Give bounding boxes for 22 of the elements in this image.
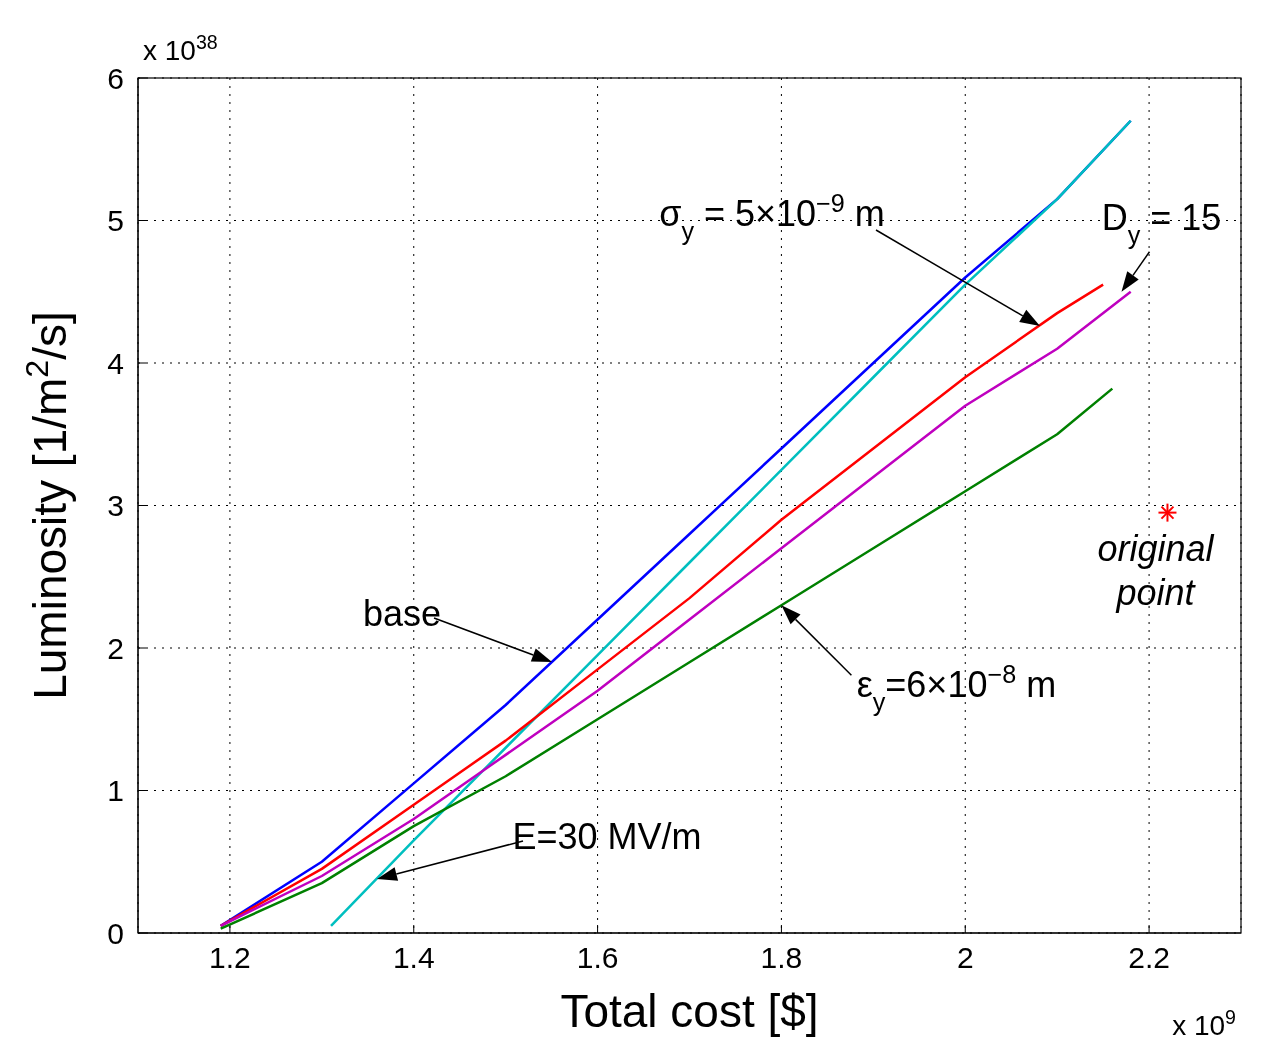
- x-tick-label: 2.2: [1128, 941, 1170, 975]
- x-tick-label: 1.8: [760, 941, 803, 975]
- x-axis-title: Total cost [$]: [560, 985, 819, 1037]
- y-tick-label: 0: [107, 916, 124, 950]
- x-tick-label: 1.4: [392, 941, 435, 975]
- annotation: base: [362, 593, 442, 634]
- y-tick-label: 5: [107, 204, 124, 238]
- annotation: ε$_{y}$=6×10$^{−8}$ m: [856, 660, 1057, 717]
- x-tick-label: 1.2: [209, 941, 251, 975]
- y-tick-label: 1: [107, 774, 124, 808]
- x-tick-label: 2: [956, 941, 974, 975]
- x-tick-label: 1.6: [576, 941, 619, 975]
- y-tick-label: 3: [107, 489, 124, 523]
- y-tick-label: 6: [107, 61, 124, 95]
- annotation: original point: [1097, 527, 1215, 613]
- annotation: E=30 MV/m: [512, 816, 702, 857]
- text: x 10$^{9}$: [1172, 1006, 1236, 1041]
- text: x 10$^{38}$: [143, 31, 218, 66]
- y-tick-label: 4: [107, 346, 124, 380]
- y-tick-label: 2: [107, 631, 124, 665]
- annotation: D$_{y}$ = 15: [1101, 196, 1222, 249]
- annotation: σ$_{y}$ = 5×10$^{−9}$ m: [659, 189, 885, 245]
